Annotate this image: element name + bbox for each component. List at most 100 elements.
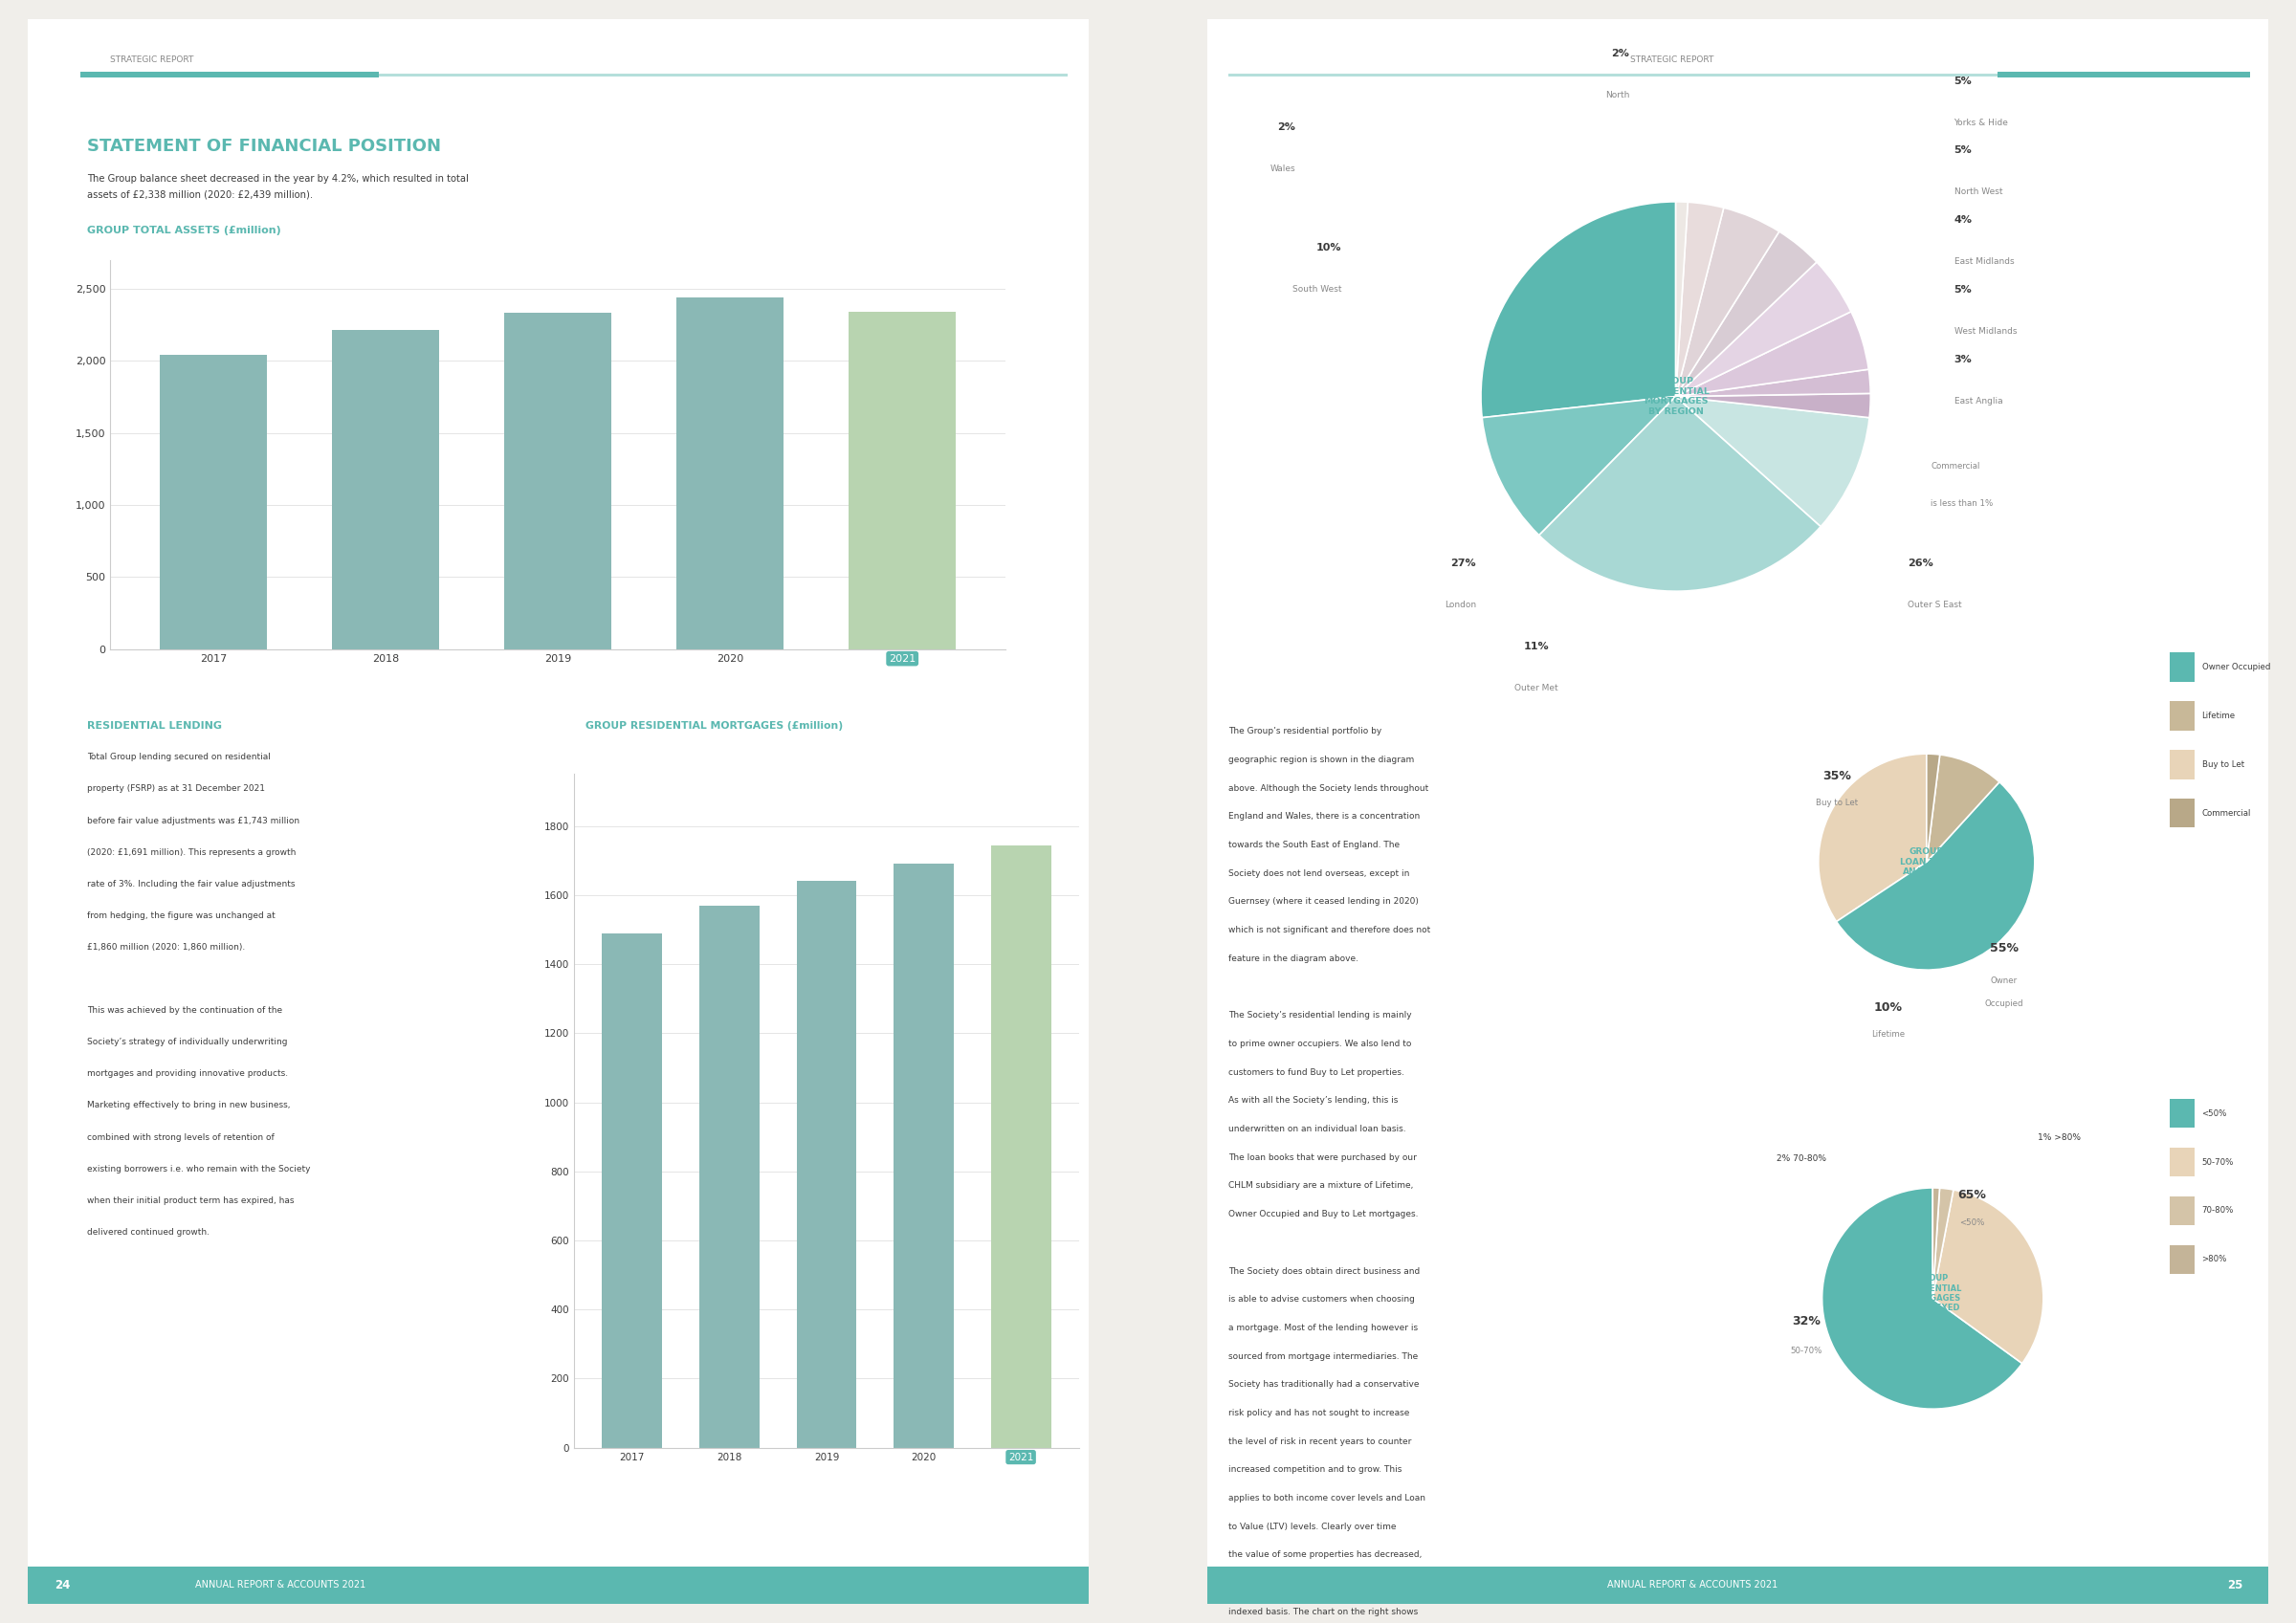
Wedge shape (1818, 753, 1926, 922)
Bar (2170, 652, 2195, 682)
Text: North: North (1605, 91, 1630, 99)
Text: <50%: <50% (2202, 1109, 2227, 1118)
Text: risk policy and has not sought to increase: risk policy and has not sought to increa… (1228, 1409, 1410, 1417)
Text: £1,860 million (2020: 1,860 million).: £1,860 million (2020: 1,860 million). (87, 943, 246, 951)
Text: ANNUAL REPORT & ACCOUNTS 2021: ANNUAL REPORT & ACCOUNTS 2021 (195, 1581, 365, 1589)
Wedge shape (1676, 396, 1869, 526)
Bar (333, 329, 439, 649)
Text: 5%: 5% (1954, 76, 1972, 86)
Text: East Midlands: East Midlands (1954, 258, 2014, 266)
Text: The Society does obtain direct business and: The Society does obtain direct business … (1228, 1268, 1419, 1276)
Text: <50%: <50% (1958, 1217, 1984, 1227)
Text: 5%: 5% (1954, 286, 1972, 294)
Text: increased competition and to grow. This: increased competition and to grow. This (1228, 1466, 1403, 1474)
Text: 2% 70-80%: 2% 70-80% (1777, 1156, 1825, 1164)
Bar (2170, 701, 2195, 730)
Bar (2170, 1196, 2195, 1225)
Text: Yorks & Hide: Yorks & Hide (1954, 118, 2009, 127)
Bar (1208, 19, 2268, 1604)
Text: which is not significant and therefore does not: which is not significant and therefore d… (1228, 925, 1430, 935)
Text: to Value (LTV) levels. Clearly over time: to Value (LTV) levels. Clearly over time (1228, 1522, 1396, 1530)
Text: 27%: 27% (1451, 558, 1476, 568)
Wedge shape (1676, 232, 1816, 396)
Text: South West: South West (1293, 286, 1341, 294)
Text: Lifetime: Lifetime (2202, 711, 2236, 721)
Text: property (FSRP) as at 31 December 2021: property (FSRP) as at 31 December 2021 (87, 784, 266, 794)
Text: England and Wales, there is a concentration: England and Wales, there is a concentrat… (1228, 812, 1419, 821)
Text: 70-80%: 70-80% (2202, 1206, 2234, 1216)
Text: the level of risk in recent years to counter: the level of risk in recent years to cou… (1228, 1438, 1412, 1446)
Text: existing borrowers i.e. who remain with the Society: existing borrowers i.e. who remain with … (87, 1165, 310, 1173)
Text: 32%: 32% (1791, 1315, 1821, 1328)
Text: from hedging, the figure was unchanged at: from hedging, the figure was unchanged a… (87, 912, 276, 920)
Text: GROUP
LOAN TYPE
ANALYSIS: GROUP LOAN TYPE ANALYSIS (1899, 847, 1954, 876)
Text: STRATEGIC REPORT: STRATEGIC REPORT (1630, 55, 1713, 65)
Wedge shape (1676, 203, 1724, 396)
Text: 1% >80%: 1% >80% (2037, 1134, 2080, 1143)
Wedge shape (1837, 782, 2034, 971)
Bar (28, 1566, 1088, 1604)
Text: a mortgage. Most of the lending however is: a mortgage. Most of the lending however … (1228, 1324, 1419, 1332)
Wedge shape (1933, 1188, 1954, 1298)
Bar (28, 19, 1088, 1604)
Text: above. Although the Society lends throughout: above. Although the Society lends throug… (1228, 784, 1428, 792)
Wedge shape (1676, 312, 1869, 396)
Bar (161, 354, 266, 649)
Text: Society does not lend overseas, except in: Society does not lend overseas, except i… (1228, 868, 1410, 878)
Bar (379, 75, 1068, 76)
Text: London: London (1444, 601, 1476, 609)
Text: Owner Occupied: Owner Occupied (2202, 662, 2271, 672)
Text: 26%: 26% (1908, 558, 1933, 568)
Bar (1208, 1566, 2268, 1604)
Bar (850, 312, 955, 649)
Text: Buy to Let: Buy to Let (1816, 799, 1857, 807)
Wedge shape (1676, 261, 1851, 396)
Text: STRATEGIC REPORT: STRATEGIC REPORT (110, 55, 193, 65)
Wedge shape (1538, 396, 1821, 591)
Wedge shape (1676, 393, 1871, 417)
Text: Owner Occupied and Buy to Let mortgages.: Owner Occupied and Buy to Let mortgages. (1228, 1211, 1419, 1219)
Text: RESIDENTIAL LENDING: RESIDENTIAL LENDING (87, 721, 223, 730)
Text: 50-70%: 50-70% (1791, 1347, 1823, 1355)
Bar (2170, 1245, 2195, 1274)
Text: 25: 25 (2227, 1579, 2243, 1591)
Text: The loan books that were purchased by our: The loan books that were purchased by ou… (1228, 1154, 1417, 1162)
Text: 2%: 2% (1612, 49, 1630, 58)
Bar (2170, 750, 2195, 779)
Text: Society has traditionally had a conservative: Society has traditionally had a conserva… (1228, 1381, 1419, 1389)
Text: 5%: 5% (1954, 146, 1972, 156)
Text: Society’s strategy of individually underwriting: Society’s strategy of individually under… (87, 1039, 287, 1047)
Wedge shape (1926, 753, 1940, 862)
Text: is able to advise customers when choosing: is able to advise customers when choosin… (1228, 1295, 1414, 1303)
Wedge shape (1676, 370, 1871, 396)
Text: Total Group lending secured on residential: Total Group lending secured on residenti… (87, 753, 271, 761)
Wedge shape (1481, 201, 1676, 417)
Wedge shape (1483, 396, 1676, 536)
Text: 65%: 65% (1958, 1188, 1986, 1201)
Bar (797, 881, 856, 1448)
Text: Guernsey (where it ceased lending in 2020): Guernsey (where it ceased lending in 202… (1228, 898, 1419, 906)
Text: 3%: 3% (1954, 354, 1972, 364)
Text: 4%: 4% (1954, 216, 1972, 226)
Text: sourced from mortgage intermediaries. The: sourced from mortgage intermediaries. Th… (1228, 1352, 1419, 1360)
Text: The Group’s residential portfolio by: The Group’s residential portfolio by (1228, 727, 1382, 735)
Bar (893, 863, 953, 1448)
Text: 55%: 55% (1988, 943, 2018, 954)
Text: underwritten on an individual loan basis.: underwritten on an individual loan basis… (1228, 1125, 1405, 1133)
Text: 35%: 35% (1823, 769, 1851, 782)
Text: East Anglia: East Anglia (1954, 396, 2002, 406)
Wedge shape (1676, 208, 1779, 396)
Text: Buy to Let: Buy to Let (2202, 760, 2243, 769)
Text: rate of 3%. Including the fair value adjustments: rate of 3%. Including the fair value adj… (87, 880, 296, 888)
Text: Commercial: Commercial (1931, 461, 1979, 471)
Wedge shape (1823, 1188, 2023, 1409)
Text: GROUP
RESIDENTIAL
MORTGAGES
BY INDEXED
LTV: GROUP RESIDENTIAL MORTGAGES BY INDEXED L… (1903, 1274, 1963, 1323)
Text: before fair value adjustments was £1,743 million: before fair value adjustments was £1,743… (87, 816, 301, 824)
Text: geographic region is shown in the diagram: geographic region is shown in the diagra… (1228, 755, 1414, 764)
Wedge shape (1933, 1190, 2043, 1363)
Text: 50-70%: 50-70% (2202, 1157, 2234, 1167)
Wedge shape (1676, 201, 1688, 396)
Text: ANNUAL REPORT & ACCOUNTS 2021: ANNUAL REPORT & ACCOUNTS 2021 (1607, 1581, 1777, 1589)
Text: to prime owner occupiers. We also lend to: to prime owner occupiers. We also lend t… (1228, 1040, 1412, 1048)
Text: This was achieved by the continuation of the: This was achieved by the continuation of… (87, 1006, 282, 1014)
